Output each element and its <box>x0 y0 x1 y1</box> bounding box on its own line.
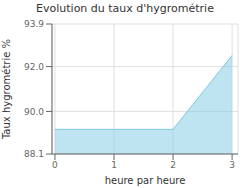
html-text:Evolution du taux d'hygrométri: Evolution du taux d'hygrométrie <box>36 2 214 15</box>
svg-text:88.1: 88.1 <box>24 149 44 159</box>
svg-text:Taux hygrométrie %: Taux hygrométrie % <box>8 39 12 140</box>
svg-text:2: 2 <box>170 160 176 170</box>
svg-text:93.9: 93.9 <box>24 19 44 29</box>
svg-text:heure par heure: heure par heure <box>105 175 186 186</box>
svg-text:90.0: 90.0 <box>24 107 44 117</box>
svg-text:1: 1 <box>111 160 117 170</box>
svg-text:3: 3 <box>229 160 235 170</box>
svg-text:92.0: 92.0 <box>24 62 44 72</box>
svg-text:0: 0 <box>52 160 58 170</box>
